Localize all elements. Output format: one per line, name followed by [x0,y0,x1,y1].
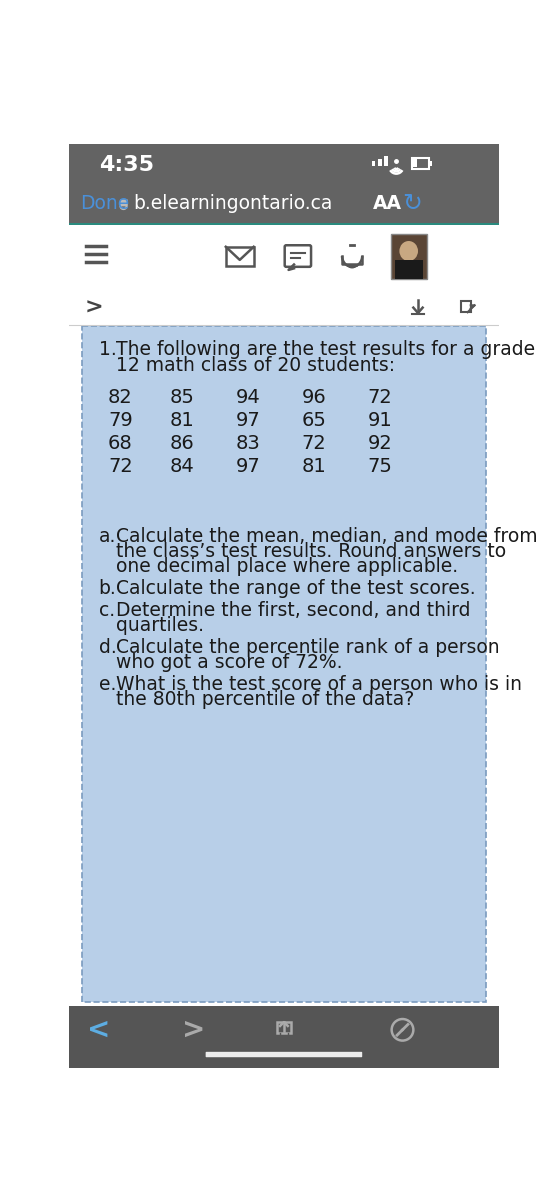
FancyBboxPatch shape [395,259,423,278]
Text: 72: 72 [302,434,326,454]
FancyBboxPatch shape [69,1007,499,1068]
FancyBboxPatch shape [372,161,376,166]
Text: 85: 85 [170,388,195,407]
Text: 65: 65 [302,412,327,430]
Text: >: > [182,1016,205,1044]
FancyBboxPatch shape [206,1052,362,1057]
Text: c.: c. [99,601,115,619]
Ellipse shape [399,241,418,262]
FancyBboxPatch shape [69,186,499,224]
Text: 97: 97 [236,457,260,476]
Text: 86: 86 [170,434,195,454]
Text: Calculate the percentile rank of a person: Calculate the percentile rank of a perso… [116,637,499,656]
Text: one decimal place where applicable.: one decimal place where applicable. [116,558,458,576]
Text: 72: 72 [368,388,392,407]
Text: Determine the first, second, and third: Determine the first, second, and third [116,601,470,619]
Text: 94: 94 [236,388,260,407]
Text: who got a score of 72%.: who got a score of 72%. [116,653,342,672]
Text: Calculate the mean, median, and mode from: Calculate the mean, median, and mode fro… [116,527,537,546]
Text: The following are the test results for a grade: The following are the test results for a… [116,341,535,359]
Text: b.elearningontario.ca: b.elearningontario.ca [134,194,333,214]
Text: ↻: ↻ [403,191,422,215]
FancyBboxPatch shape [81,326,486,1002]
Text: quartiles.: quartiles. [116,616,204,635]
Text: the class’s test results. Round answers to: the class’s test results. Round answers … [116,542,506,562]
Text: 4:35: 4:35 [99,155,153,175]
Text: 1.: 1. [99,341,116,359]
Text: the 80th percentile of the data?: the 80th percentile of the data? [116,690,414,709]
Text: Calculate the range of the test scores.: Calculate the range of the test scores. [116,580,475,598]
Text: 79: 79 [108,412,133,430]
FancyBboxPatch shape [69,290,499,325]
Text: 81: 81 [170,412,195,430]
Text: 68: 68 [108,434,133,454]
FancyBboxPatch shape [413,160,417,167]
Text: What is the test score of a person who is in: What is the test score of a person who i… [116,674,522,694]
Text: 97: 97 [236,412,260,430]
FancyBboxPatch shape [429,161,432,166]
Text: <: < [87,1016,110,1044]
FancyBboxPatch shape [378,158,382,166]
Text: 83: 83 [236,434,260,454]
FancyBboxPatch shape [69,222,499,224]
FancyBboxPatch shape [69,224,499,290]
Text: d.: d. [99,637,116,656]
FancyBboxPatch shape [391,234,427,278]
Text: 82: 82 [108,388,133,407]
Text: b.: b. [99,580,116,598]
Text: a.: a. [99,527,116,546]
Text: 81: 81 [302,457,326,476]
Text: e.: e. [99,674,116,694]
FancyBboxPatch shape [120,199,128,206]
Text: 91: 91 [368,412,392,430]
Text: 12 math class of 20 students:: 12 math class of 20 students: [116,355,395,374]
Text: >: > [85,298,104,318]
Text: 84: 84 [170,457,195,476]
FancyBboxPatch shape [69,144,499,186]
Text: 75: 75 [368,457,392,476]
Text: AA: AA [373,194,402,214]
Text: 72: 72 [108,457,133,476]
Text: 92: 92 [368,434,392,454]
FancyBboxPatch shape [384,156,388,166]
Text: Done: Done [80,194,129,214]
Text: 96: 96 [302,388,326,407]
